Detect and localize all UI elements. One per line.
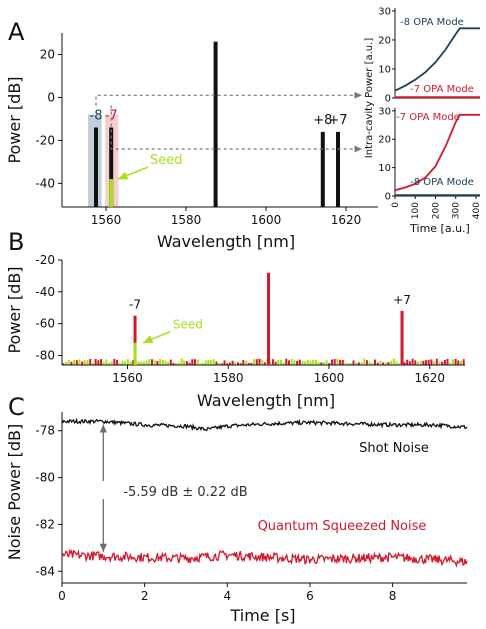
y-tick-label: -78	[35, 424, 55, 438]
x-tick-label: 1560	[91, 213, 122, 227]
bracket-gap	[100, 481, 107, 499]
panel-b-spectrum: -20 -40 -60 -80 1560 1580 1600 1620 -7 +7 Seed	[35, 253, 465, 385]
line-label: -8	[90, 109, 103, 124]
inset-y-tick-label: 0	[385, 192, 391, 203]
inset-shared-ylabel: Intra-cavity Power [a.u.]	[364, 38, 375, 159]
inset-y-tick-label: 20	[378, 35, 391, 46]
panel-c-xlabel: Time [s]	[229, 606, 295, 625]
panel-c-ylabel: Noise Power [dB]	[5, 424, 24, 561]
inset-series-line-0	[394, 27, 480, 92]
inset-series-label: -7 OPA Mode	[396, 112, 460, 123]
x-tick-label: 8	[389, 589, 397, 603]
seed-annotation: Seed	[150, 153, 183, 168]
y-tick-label: -20	[35, 253, 55, 267]
series-label-shot-noise: Shot Noise	[359, 441, 429, 456]
x-tick-label: 1580	[171, 213, 202, 227]
peak-label: -7	[129, 298, 141, 312]
x-tick-label: 4	[223, 589, 231, 603]
inset-y-tick-label: 10	[378, 64, 391, 75]
inset-series-label: -8 OPA Mode	[400, 17, 464, 28]
x-tick-label: 1620	[331, 213, 362, 227]
noise-trace-1	[61, 548, 468, 568]
inset-x-tick-label: 0	[391, 202, 401, 208]
panel-b-ylabel: Power [dB]	[5, 266, 24, 353]
panel-b-xlabel: Wavelength [nm]	[197, 391, 335, 410]
x-tick-label: 1580	[213, 371, 244, 385]
panel-label-c: C	[8, 393, 25, 421]
seed-arrow	[142, 330, 172, 344]
peak-label: +7	[393, 293, 411, 307]
x-tick-label: 2	[141, 589, 149, 603]
panel-a-ylabel: Power [dB]	[5, 76, 24, 163]
panel-label-b: B	[8, 228, 24, 256]
difference-label: -5.59 dB ± 0.22 dB	[123, 485, 247, 500]
inset-series-label: -8 OPA Mode	[410, 177, 474, 188]
line-label: +7	[328, 113, 347, 128]
y-tick-label: -60	[35, 317, 55, 331]
y-tick-label: -82	[35, 517, 55, 531]
panel-c-noise: -78 -80 -82 -840 2 4 6 8 Shot Noise Quantum Squee…	[35, 412, 468, 603]
inset-y-tick-label: 20	[378, 135, 391, 146]
x-tick-label: 1600	[314, 371, 345, 385]
x-tick-label: 1600	[251, 213, 282, 227]
y-tick-label: -84	[35, 564, 55, 578]
x-tick-label: 1620	[414, 371, 445, 385]
inset-xlabel: Time [a.u.]	[409, 222, 470, 235]
x-tick-label: 6	[306, 589, 314, 603]
series-label-squeezed-noise: Quantum Squeezed Noise	[258, 519, 427, 534]
x-tick-label: 1560	[112, 371, 143, 385]
panel-a-spectrum: 20 0 -20 -40 1560 1580 1600 1620 -8 -7 +8+7 Seed	[35, 33, 378, 227]
panel-label-a: A	[8, 18, 25, 46]
inset-x-tick-label: 100	[411, 202, 421, 219]
noise-trace-0	[61, 417, 468, 432]
y-tick-label: -40	[35, 176, 55, 190]
inset-top-chart: 0 10 20 30 -8 OPA Mode -7 OPA Mode	[378, 6, 480, 105]
inset-x-tick-label: 300	[452, 202, 462, 219]
y-tick-label: 0	[47, 90, 55, 104]
y-tick-label: -20	[35, 133, 55, 147]
inset-y-tick-label: 30	[378, 106, 391, 117]
line-label: -7	[105, 109, 118, 124]
y-tick-label: -80	[35, 348, 55, 362]
inset-series-line-0	[394, 113, 480, 192]
inset-x-tick-label: 400	[472, 202, 482, 219]
dashed-arrow-0	[95, 91, 362, 106]
panel-a-xlabel: Wavelength [nm]	[157, 232, 295, 251]
y-tick-label: -80	[35, 471, 55, 485]
inset-x-tick-label: 200	[431, 202, 441, 219]
y-tick-label: -40	[35, 285, 55, 299]
y-tick-label: 20	[40, 47, 55, 61]
inset-series-label: -7 OPA Mode	[410, 84, 474, 95]
inset-y-tick-label: 10	[378, 163, 391, 174]
inset-y-tick-label: 0	[385, 94, 391, 105]
line-label: +8	[313, 113, 332, 128]
inset-y-tick-label: 30	[378, 6, 391, 17]
seed-arrow	[117, 166, 149, 180]
dashed-arrow-1	[110, 105, 362, 153]
seed-annotation: Seed	[173, 317, 203, 331]
x-tick-label: 0	[58, 589, 66, 603]
